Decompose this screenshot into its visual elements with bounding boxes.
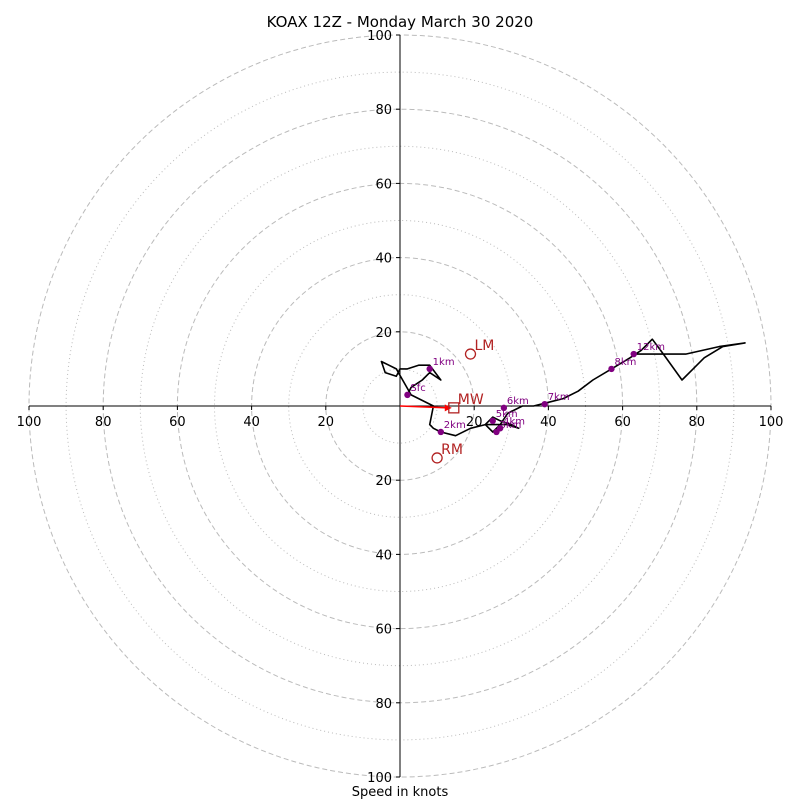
- y-tick-label: 100: [367, 29, 392, 44]
- storm-motion-marker: [431, 452, 443, 464]
- height-marker-label: 7km: [548, 392, 570, 403]
- storm-motion-label: RM: [441, 442, 463, 458]
- y-tick-label: 20: [375, 326, 392, 341]
- height-marker: [437, 428, 445, 436]
- chart-title: KOAX 12Z - Monday March 30 2020: [267, 13, 534, 31]
- height-marker: [541, 400, 548, 408]
- storm-motion-marker: [448, 402, 460, 414]
- x-tick-label: 20: [318, 415, 335, 430]
- height-marker: [426, 365, 433, 373]
- x-tick-label: 60: [169, 415, 186, 430]
- height-marker-label: 4km: [503, 416, 525, 427]
- height-marker: [489, 417, 496, 425]
- storm-motion-marker: [464, 348, 477, 360]
- height-marker: [608, 365, 615, 373]
- height-marker-label: 8km: [614, 357, 636, 368]
- height-marker-label: 5km: [496, 409, 518, 420]
- y-tick-label: 80: [375, 103, 392, 118]
- x-tick-label: 100: [17, 415, 42, 430]
- height-marker: [630, 350, 637, 358]
- height-marker: [496, 425, 504, 432]
- height-marker-label: 3km: [499, 420, 521, 431]
- x-tick-label: 80: [689, 415, 706, 430]
- y-tick-label: 40: [375, 252, 392, 267]
- y-tick-label: 40: [375, 548, 392, 563]
- height-marker-label: 1km: [433, 357, 455, 368]
- x-tick-label: 40: [243, 415, 260, 430]
- hodograph-line: [380, 338, 746, 437]
- x-tick-label: 80: [95, 415, 112, 430]
- storm-motion-label: LM: [474, 338, 494, 354]
- height-marker-label: 12km: [637, 342, 665, 353]
- y-tick-label: 60: [375, 177, 392, 192]
- storm-motion-group: LM RM MW: [431, 338, 494, 464]
- height-marker: [500, 404, 508, 412]
- mean-wind-vector: [399, 405, 448, 409]
- x-tick-label: 100: [759, 415, 784, 430]
- x-axis-label: Speed in knots: [352, 785, 449, 800]
- y-tick-label: 100: [367, 771, 392, 786]
- height-marker-label: 2km: [444, 420, 466, 431]
- y-tick-label: 60: [375, 623, 392, 638]
- x-tick-label: 40: [540, 415, 557, 430]
- y-tick-label: 20: [375, 474, 392, 489]
- tick-label-group: 100 80 60 40 20 20 40 60 80 100100806040202040608…: [17, 29, 784, 786]
- height-marker-label: 6km: [507, 396, 529, 407]
- storm-motion-label: MW: [458, 392, 484, 408]
- y-tick-label: 80: [375, 697, 392, 712]
- x-tick-label: 60: [614, 415, 631, 430]
- height-marker-label: Sfc: [410, 383, 425, 394]
- height-marker: [404, 391, 411, 399]
